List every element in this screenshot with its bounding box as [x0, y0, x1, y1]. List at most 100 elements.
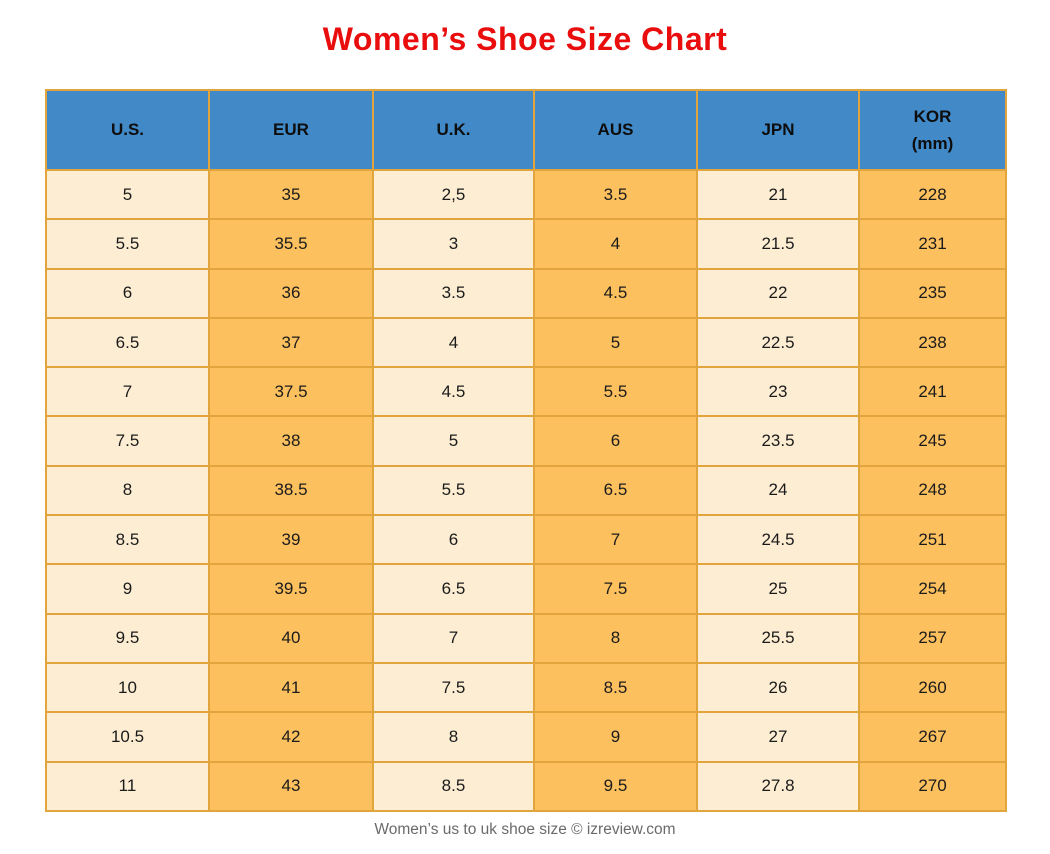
table-header-row: U.S. EUR U.K. AUS JPN KOR (mm): [45, 89, 1007, 171]
table-row: 5 35 2,5 3.5 21 228: [45, 168, 1007, 221]
table-cell: 5.5: [533, 366, 698, 418]
table-cell: 25.5: [696, 612, 860, 664]
table-row: 6.5 37 4 5 22.5 238: [45, 316, 1007, 369]
column-header-uk: U.K.: [372, 89, 535, 171]
table-cell: 6: [45, 267, 210, 319]
table-cell: 260: [858, 661, 1007, 714]
table-cell: 21.5: [696, 218, 860, 270]
table-cell: 6.5: [45, 316, 210, 369]
table-cell: 7: [45, 366, 210, 418]
table-cell: 24: [696, 464, 860, 517]
table-cell: 7: [533, 514, 698, 566]
table-row: 5.5 35.5 3 4 21.5 231: [45, 218, 1007, 270]
table-cell: 5.5: [372, 464, 535, 517]
table-cell: 238: [858, 316, 1007, 369]
table-row: 6 36 3.5 4.5 22 235: [45, 267, 1007, 319]
table-cell: 7.5: [372, 661, 535, 714]
table-cell: 3.5: [372, 267, 535, 319]
table-row: 9.5 40 7 8 25.5 257: [45, 612, 1007, 664]
table-row: 8 38.5 5.5 6.5 24 248: [45, 464, 1007, 517]
table-row: 7.5 38 5 6 23.5 245: [45, 415, 1007, 467]
table-cell: 8.5: [533, 661, 698, 714]
table-cell: 25: [696, 563, 860, 615]
page-title: Women’s Shoe Size Chart: [322, 21, 728, 57]
table-cell: 4.5: [533, 267, 698, 319]
table-cell: 267: [858, 711, 1007, 763]
table-cell: 6: [372, 514, 535, 566]
table-cell: 36: [208, 267, 374, 319]
table-cell: 6: [533, 415, 698, 467]
table-cell: 43: [208, 760, 374, 812]
table-cell: 248: [858, 464, 1007, 517]
table-cell: 5: [372, 415, 535, 467]
table-cell: 26: [696, 661, 860, 714]
table-cell: 245: [858, 415, 1007, 467]
table-cell: 23: [696, 366, 860, 418]
size-table-body: 5 35 2,5 3.5 21 228 5.5 35.5 3 4 21.5 231 6 36 3.5 4.5 2…: [45, 168, 1007, 812]
table-cell: 42: [208, 711, 374, 763]
table-cell: 27: [696, 711, 860, 763]
table-header: U.S. EUR U.K. AUS JPN KOR (mm): [45, 89, 1007, 171]
footer-caption: Women’s us to uk shoe size © izreview.co…: [374, 820, 676, 838]
table-cell: 35: [208, 168, 374, 221]
table-cell: 9.5: [533, 760, 698, 812]
table-cell: 39.5: [208, 563, 374, 615]
table-cell: 35.5: [208, 218, 374, 270]
shoe-size-table: U.S. EUR U.K. AUS JPN KOR (mm) 5 35 2,5 3.5…: [45, 89, 1007, 812]
table-cell: 8: [45, 464, 210, 517]
table-cell: 4.5: [372, 366, 535, 418]
table-cell: 5.5: [45, 218, 210, 270]
table-cell: 10.5: [45, 711, 210, 763]
table-cell: 37: [208, 316, 374, 369]
table-cell: 7.5: [533, 563, 698, 615]
table-cell: 22.5: [696, 316, 860, 369]
table-cell: 241: [858, 366, 1007, 418]
table-cell: 257: [858, 612, 1007, 664]
table-cell: 3.5: [533, 168, 698, 221]
table-cell: 41: [208, 661, 374, 714]
column-header-kor: KOR (mm): [858, 89, 1007, 171]
table-cell: 2,5: [372, 168, 535, 221]
table-cell: 231: [858, 218, 1007, 270]
table-cell: 27.8: [696, 760, 860, 812]
table-cell: 8: [533, 612, 698, 664]
table-cell: 21: [696, 168, 860, 221]
table-cell: 9: [45, 563, 210, 615]
table-cell: 5: [533, 316, 698, 369]
table-cell: 4: [533, 218, 698, 270]
table-cell: 24.5: [696, 514, 860, 566]
table-row: 7 37.5 4.5 5.5 23 241: [45, 366, 1007, 418]
column-header-eur: EUR: [208, 89, 374, 171]
table-cell: 7.5: [45, 415, 210, 467]
table-cell: 4: [372, 316, 535, 369]
table-cell: 9: [533, 711, 698, 763]
table-cell: 251: [858, 514, 1007, 566]
table-cell: 38: [208, 415, 374, 467]
table-cell: 38.5: [208, 464, 374, 517]
table-cell: 10: [45, 661, 210, 714]
table-cell: 22: [696, 267, 860, 319]
table-row: 11 43 8.5 9.5 27.8 270: [45, 760, 1007, 812]
table-row: 9 39.5 6.5 7.5 25 254: [45, 563, 1007, 615]
table-cell: 8.5: [45, 514, 210, 566]
table-cell: 6.5: [533, 464, 698, 517]
table-cell: 40: [208, 612, 374, 664]
table-cell: 11: [45, 760, 210, 812]
table-cell: 254: [858, 563, 1007, 615]
column-header-aus: AUS: [533, 89, 698, 171]
table-cell: 9.5: [45, 612, 210, 664]
column-header-jpn: JPN: [696, 89, 860, 171]
table-row: 10 41 7.5 8.5 26 260: [45, 661, 1007, 714]
table-cell: 37.5: [208, 366, 374, 418]
table-cell: 5: [45, 168, 210, 221]
table-cell: 6.5: [372, 563, 535, 615]
table-cell: 228: [858, 168, 1007, 221]
table-cell: 3: [372, 218, 535, 270]
table-cell: 39: [208, 514, 374, 566]
table-row: 10.5 42 8 9 27 267: [45, 711, 1007, 763]
table-cell: 8: [372, 711, 535, 763]
table-row: 8.5 39 6 7 24.5 251: [45, 514, 1007, 566]
table-cell: 23.5: [696, 415, 860, 467]
table-cell: 8.5: [372, 760, 535, 812]
table-cell: 7: [372, 612, 535, 664]
